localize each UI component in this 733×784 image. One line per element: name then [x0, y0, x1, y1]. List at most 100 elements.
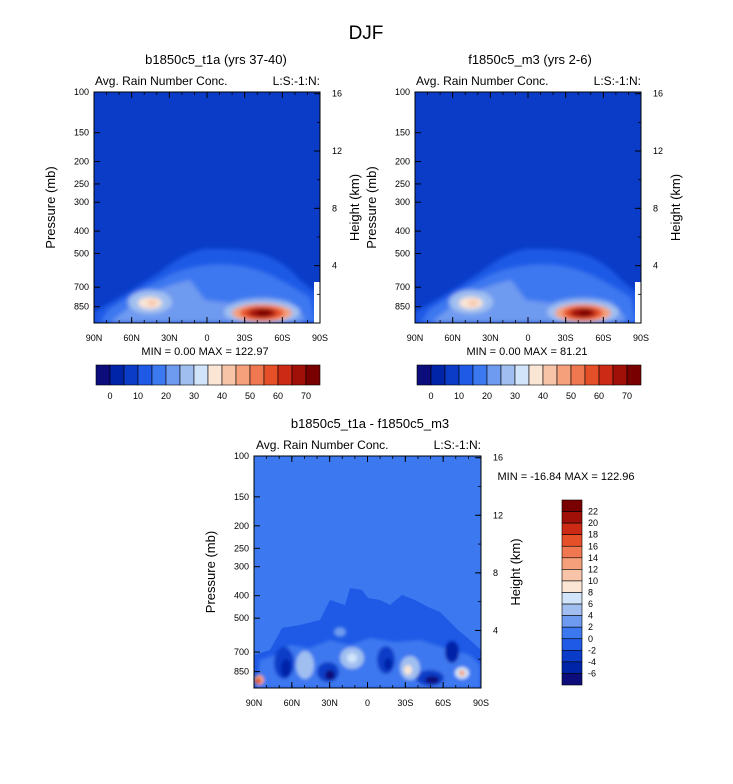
colorbar-swatch — [542, 364, 558, 386]
colorbar-swatch — [561, 499, 583, 512]
colorbar-label: 30 — [189, 391, 199, 401]
y-right-tick-label: 8 — [653, 203, 658, 213]
panel-1-colorbar: 0 10 20 30 40 50 60 70 — [95, 364, 321, 401]
y-tick-label: 500 — [234, 613, 249, 623]
panel-2-level-label: L:S:-1:N: — [594, 74, 641, 88]
colorbar-swatch — [263, 364, 279, 386]
panel-1-topography-mask — [314, 282, 320, 323]
y-tick-label: 150 — [74, 128, 89, 138]
y-tick-label: 700 — [74, 282, 89, 292]
y-right-axis-title: Height (km) — [508, 538, 523, 605]
panel-3-anomaly-pos-2-core — [347, 653, 357, 663]
x-tick-label: 0 — [204, 333, 209, 343]
panel-1-feature-nh-max — [147, 300, 157, 306]
colorbar-swatch — [277, 364, 293, 386]
y-tick-label: 700 — [395, 282, 410, 292]
panel-1-variable-label: Avg. Rain Number Conc. — [95, 74, 228, 88]
panel-3-variable-label: Avg. Rain Number Conc. — [256, 438, 389, 452]
panel-2-stats: MIN = 0.00 MAX = 81.21 — [466, 346, 587, 358]
x-tick-label: 90S — [473, 698, 489, 708]
panel-2-axes: 90N 60N 30N 0 30S 60S 90S 100 150 200 250 300 400 500… — [364, 87, 683, 343]
y-axis-title: Pressure (mb) — [43, 166, 58, 248]
colorbar-swatch — [561, 592, 583, 605]
y-tick-label: 250 — [395, 179, 410, 189]
y-tick-label: 300 — [234, 562, 249, 572]
y-right-tick-label: 4 — [653, 261, 658, 271]
y-tick-label: 100 — [234, 451, 249, 461]
colorbar-swatch — [584, 364, 600, 386]
y-tick-label: 200 — [74, 157, 89, 167]
colorbar-swatch — [249, 364, 265, 386]
y-right-tick-label: 4 — [332, 261, 337, 271]
panel-3-anomaly-pos-3-core — [404, 665, 412, 675]
panel-3-anomaly-pos-5-core — [255, 678, 261, 684]
y-tick-label: 150 — [234, 492, 249, 502]
colorbar-label: 60 — [273, 391, 283, 401]
colorbar-label: -2 — [588, 645, 596, 655]
y-right-tick-label: 16 — [653, 89, 663, 99]
panel-1-axes: 90N 60N 30N 0 30S 60S 90S 100 150 200 250 300 400 500… — [43, 87, 362, 343]
colorbar-swatch — [561, 673, 583, 686]
panel-3-title: b1850c5_t1a - f1850c5_m3 — [291, 416, 449, 431]
colorbar-label: 40 — [217, 391, 227, 401]
colorbar-label: 6 — [588, 599, 593, 609]
colorbar-swatch — [561, 511, 583, 524]
panel-3-anomaly-neg-3-core — [384, 658, 392, 670]
x-tick-label: 0 — [365, 698, 370, 708]
colorbar-swatch — [430, 364, 446, 386]
y-tick-label: 850 — [395, 302, 410, 312]
x-tick-label: 30N — [161, 333, 178, 343]
colorbar-swatch — [486, 364, 502, 386]
panel-1-feature-sh-max — [257, 310, 271, 316]
y-right-tick-label: 4 — [493, 625, 498, 635]
colorbar-swatch — [561, 638, 583, 651]
x-tick-label: 30N — [482, 333, 499, 343]
colorbar-label: 16 — [588, 541, 598, 551]
colorbar-label: 10 — [454, 391, 464, 401]
x-tick-label: 90S — [633, 333, 649, 343]
panel-3: b1850c5_t1a - f1850c5_m3 Avg. Rain Numbe… — [203, 416, 634, 708]
colorbar-label: 0 — [107, 391, 112, 401]
y-right-axis-title: Height (km) — [668, 174, 683, 241]
x-tick-label: 60S — [435, 698, 451, 708]
colorbar-label: 40 — [538, 391, 548, 401]
x-tick-label: 90N — [86, 333, 103, 343]
colorbar-swatch — [561, 626, 583, 640]
colorbar-swatch — [95, 364, 111, 386]
y-tick-label: 500 — [395, 248, 410, 258]
colorbar-label: 2 — [588, 622, 593, 632]
colorbar-label: 20 — [482, 391, 492, 401]
colorbar-swatch — [291, 364, 307, 386]
panel-1-stats: MIN = 0.00 MAX = 122.97 — [141, 346, 268, 358]
colorbar-label: 20 — [161, 391, 171, 401]
colorbar-swatch — [561, 522, 583, 535]
x-tick-label: 30N — [321, 698, 338, 708]
colorbar-swatch — [179, 364, 195, 386]
colorbar-swatch — [458, 364, 474, 386]
colorbar-swatch — [514, 364, 530, 386]
y-axis-title: Pressure (mb) — [364, 166, 379, 248]
y-tick-label: 700 — [234, 647, 249, 657]
panel-1-level-label: L:S:-1:N: — [273, 74, 320, 88]
panel-2-feature-nh-max — [468, 300, 478, 306]
colorbar-label: 0 — [588, 634, 593, 644]
colorbar-swatch — [561, 545, 583, 559]
colorbar-swatch — [123, 364, 139, 386]
colorbar-swatch — [500, 364, 516, 386]
colorbar-label: 50 — [245, 391, 255, 401]
panel-3-level-label: L:S:-1:N: — [434, 438, 481, 452]
panel-2-feature-sh-max — [579, 310, 591, 316]
colorbar-label: 60 — [594, 391, 604, 401]
colorbar-swatch — [109, 364, 125, 386]
y-right-tick-label: 12 — [653, 146, 663, 156]
y-right-tick-label: 16 — [493, 453, 503, 463]
x-tick-label: 30S — [397, 698, 413, 708]
x-tick-label: 60N — [123, 333, 140, 343]
panel-3-anomaly-pos-1 — [296, 651, 314, 679]
colorbar-swatch — [561, 569, 583, 582]
colorbar-swatch — [612, 364, 628, 386]
colorbar-swatch — [598, 364, 614, 386]
colorbar-swatch — [570, 364, 586, 386]
y-tick-label: 150 — [395, 128, 410, 138]
